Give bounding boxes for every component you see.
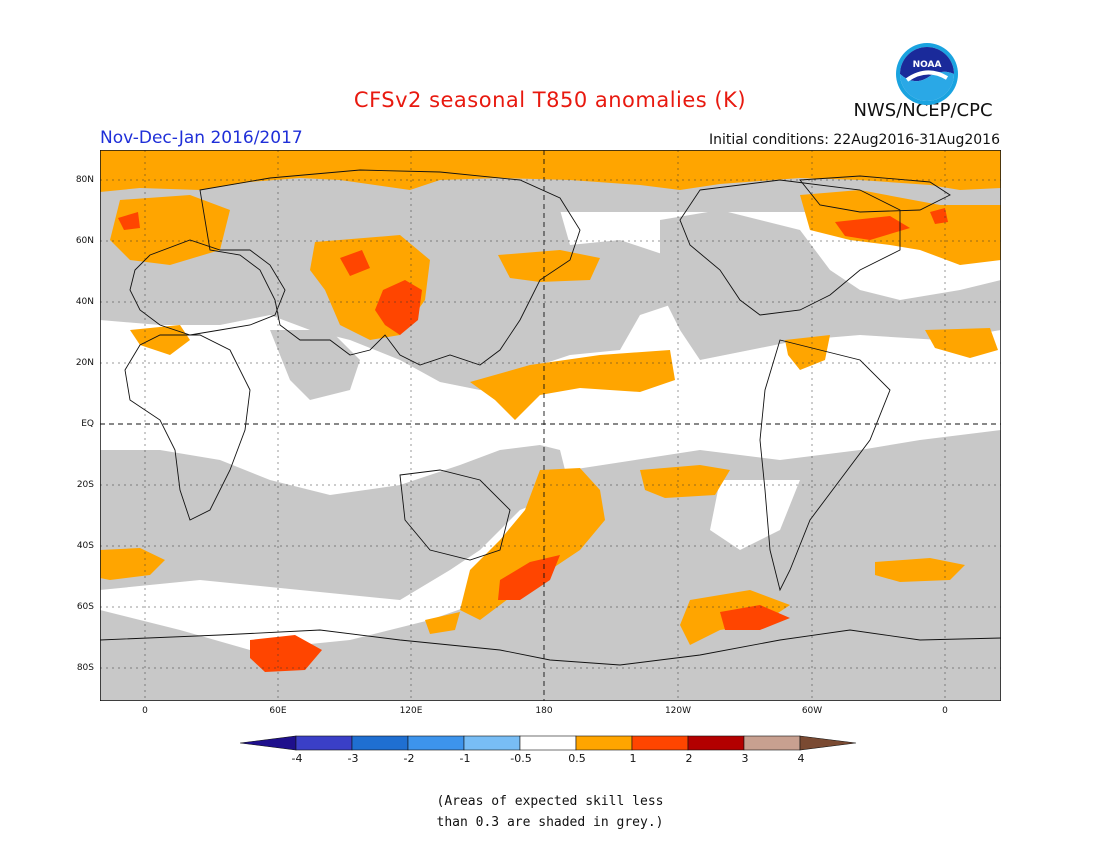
colorbar-label: -1 (459, 752, 471, 765)
lon-label: 180 (535, 706, 553, 716)
lat-label: 80N (75, 175, 94, 185)
colorbar-cell (407, 735, 465, 751)
lat-label: 60N (75, 236, 94, 246)
chart-title: CFSv2 seasonal T850 anomalies (K) (353, 88, 747, 112)
skill-note: (Areas of expected skill less than 0.3 a… (0, 791, 1100, 833)
continent-outlines (100, 169, 1001, 666)
skill-note-line: than 0.3 are shaded in grey.) (436, 815, 664, 830)
anomaly-map (100, 150, 1001, 701)
colorbar-cells (240, 735, 857, 751)
colorbar-cell (631, 735, 689, 751)
colorbar-label: 0.5 (568, 752, 586, 765)
logo-text: NOAA (913, 60, 942, 70)
colorbar-label: 4 (797, 752, 805, 765)
colorbar-cell (799, 735, 857, 751)
colorbar-label: 2 (685, 752, 693, 765)
lon-label: 60E (269, 706, 287, 716)
lon-label: 0 (942, 706, 948, 716)
lat-label: 40N (75, 297, 94, 307)
lon-label: 120E (399, 706, 423, 716)
colorbar-label: 3 (741, 752, 749, 765)
lat-label: 60S (76, 602, 94, 612)
colorbar-cell (295, 735, 353, 751)
equator-dateline (100, 150, 1001, 701)
lon-label: 60W (801, 706, 823, 716)
initial-conditions-label: Initial conditions: 22Aug2016-31Aug2016 (709, 132, 1000, 148)
lat-label: EQ (81, 419, 94, 429)
colorbar-label: -2 (403, 752, 415, 765)
lon-label: 120W (664, 706, 692, 716)
lat-label: 40S (76, 541, 94, 551)
skill-note-line: (Areas of expected skill less (436, 794, 664, 809)
colorbar-cell (351, 735, 409, 751)
noaa-logo: NOAA (896, 43, 958, 105)
colorbar-cell (743, 735, 801, 751)
colorbar-cell (687, 735, 745, 751)
lat-label: 20N (75, 358, 94, 368)
colorbar-cell (575, 735, 633, 751)
agency-label: NWS/NCEP/CPC (853, 100, 993, 121)
lat-label: 80S (76, 663, 94, 673)
colorbar-label: -0.5 (510, 752, 532, 765)
colorbar-label: -4 (291, 752, 303, 765)
season-label: Nov-Dec-Jan 2016/2017 (100, 128, 303, 148)
colorbar (240, 735, 857, 751)
red-anomaly-regions (118, 208, 948, 672)
lat-label: 20S (76, 480, 94, 490)
colorbar-cell (463, 735, 521, 751)
graticule (100, 150, 1001, 701)
orange-anomaly-regions (100, 150, 1001, 645)
lon-label: 0 (142, 706, 148, 716)
colorbar-label: -3 (347, 752, 359, 765)
colorbar-cell (519, 735, 577, 751)
colorbar-label: 1 (629, 752, 637, 765)
colorbar-cell (240, 735, 297, 751)
